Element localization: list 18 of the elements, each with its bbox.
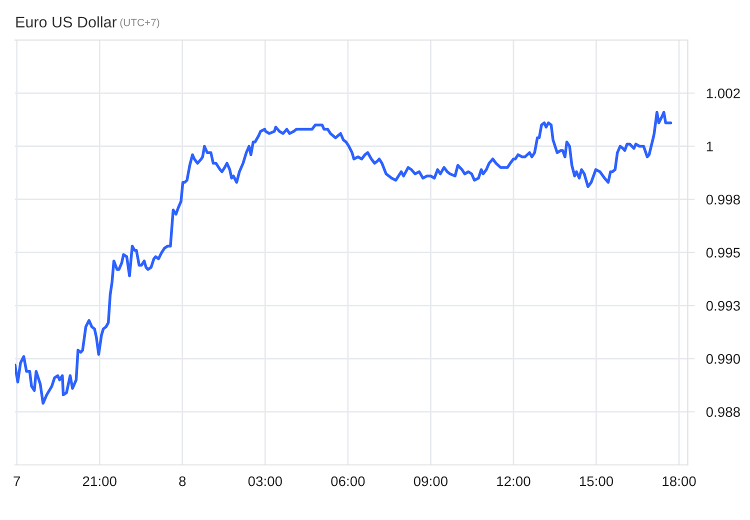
x-tick-label: 8 [179, 476, 186, 486]
y-tick-label: 0.988 [706, 407, 740, 417]
x-tick-label: 7 [14, 476, 20, 486]
y-tick-label: 0.995 [706, 248, 740, 258]
x-tick-label: 21:00 [82, 476, 116, 486]
x-tick-label: 09:00 [414, 476, 448, 486]
y-tick-label: 0.990 [706, 354, 740, 364]
y-tick-label: 1 [706, 142, 713, 152]
y-tick-label: 1.002 [706, 88, 740, 98]
y-tick-label: 0.998 [706, 194, 740, 205]
x-tick-label: 06:00 [331, 476, 365, 486]
chart-subtitle: (UTC+7) [120, 18, 160, 28]
chart-title: Euro US Dollar [16, 16, 117, 28]
y-tick-label: 0.993 [706, 300, 740, 311]
x-tick-label: 18:00 [662, 476, 696, 486]
x-tick-label: 03:00 [248, 476, 282, 486]
x-tick-label: 15:00 [580, 476, 614, 486]
x-tick-label: 12:00 [497, 476, 530, 486]
